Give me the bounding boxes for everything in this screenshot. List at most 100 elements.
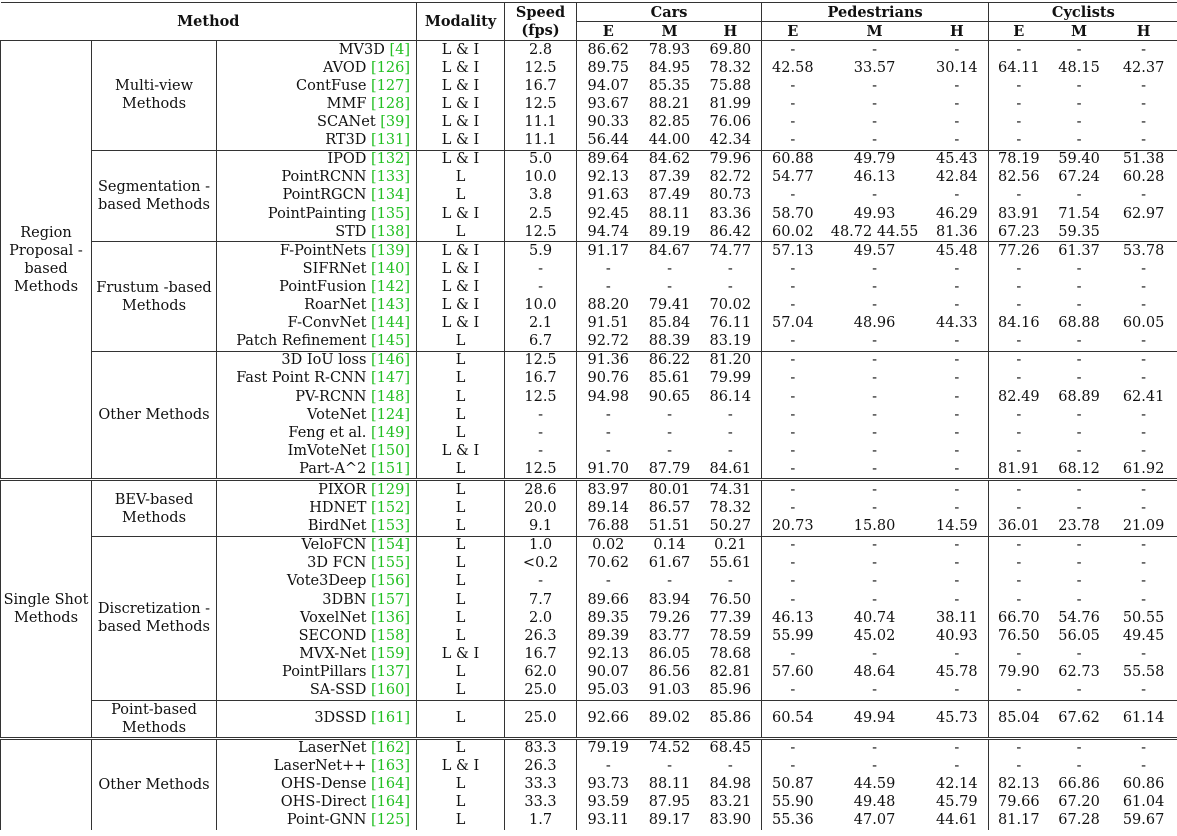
cars-value: 95.03 <box>587 682 630 699</box>
cyc-value: - <box>1141 682 1147 699</box>
citation-link[interactable]: [164] <box>371 794 411 811</box>
ped-value: - <box>823 350 926 370</box>
citation-link[interactable]: [124] <box>371 406 411 423</box>
cars-value: 92.13 <box>587 169 630 186</box>
citation-link[interactable]: [149] <box>371 424 411 441</box>
citation-link[interactable]: [137] <box>371 663 411 680</box>
cars-value: 44.00 <box>648 132 691 149</box>
citation-link[interactable]: [155] <box>371 555 411 572</box>
modality-cell: L & I <box>416 260 506 279</box>
citation-link[interactable]: [133] <box>371 169 411 186</box>
cars-value: - <box>605 260 611 277</box>
citation-link[interactable]: [4] <box>389 41 411 58</box>
cyc-value: 81.17 <box>998 812 1040 829</box>
cars-value: 89.75 <box>587 59 630 76</box>
citation-link[interactable]: [145] <box>371 333 411 350</box>
method-label: LaserNet++ <box>273 758 367 775</box>
citation-link[interactable]: [158] <box>371 627 411 644</box>
speed-cell: <0.2 <box>504 554 578 573</box>
citation-link[interactable]: [148] <box>371 388 411 405</box>
citation-link[interactable]: [159] <box>371 645 411 662</box>
citation-link[interactable]: [146] <box>371 352 411 369</box>
ped-value: 44.33 <box>925 314 990 333</box>
citation-link[interactable]: [126] <box>371 59 411 76</box>
citation-link[interactable]: [152] <box>371 500 411 517</box>
ped-value: 44.61 <box>925 811 990 831</box>
citation-link[interactable]: [138] <box>371 223 411 240</box>
citation-link[interactable]: [131] <box>371 132 411 149</box>
citation-link[interactable]: [136] <box>371 609 411 626</box>
citation-link[interactable]: [132] <box>371 151 411 168</box>
table-row: MVX-Net [159] L & I 16.7 92.13 86.05 78.68- - -… <box>1 645 1177 664</box>
modality-cell: L <box>416 223 506 242</box>
citation-link[interactable]: [143] <box>371 297 411 314</box>
group-cell: Segmentation -based Methods <box>91 149 217 242</box>
cyc-value: - <box>1016 758 1022 775</box>
citation-link[interactable]: [139] <box>371 242 411 259</box>
speed-cell: 33.3 <box>504 775 578 794</box>
cars-value: 70.62 <box>587 555 630 572</box>
method-label: Part-A^2 <box>299 460 367 477</box>
cars-value: - <box>699 442 763 461</box>
cyc-value: - <box>1141 77 1147 94</box>
method-label: AVOD <box>322 59 367 76</box>
cars-value: 77.39 <box>699 609 763 628</box>
ped-value: - <box>925 736 990 758</box>
citation-link[interactable]: [39] <box>380 114 411 131</box>
cyc-value: - <box>1048 736 1110 758</box>
ped-value: - <box>823 478 926 500</box>
cars-value: 88.20 <box>587 297 630 314</box>
citation-link[interactable]: [164] <box>371 776 411 793</box>
cars-value: 91.17 <box>576 241 640 261</box>
cyc-value: - <box>1016 370 1022 387</box>
citation-link[interactable]: [154] <box>371 537 411 554</box>
ped-value: - <box>790 370 796 387</box>
modality-cell: L <box>416 168 506 187</box>
ped-value: - <box>790 500 796 517</box>
cyc-value: 60.05 <box>1122 315 1165 332</box>
citation-link[interactable]: [147] <box>371 370 411 387</box>
citation-link[interactable]: [153] <box>371 518 411 535</box>
citation-link[interactable]: [128] <box>371 96 411 113</box>
citation-link[interactable]: [142] <box>371 278 411 295</box>
modality-cell: L & I <box>416 278 506 297</box>
ped-value: - <box>925 113 990 132</box>
table-row: PV-RCNN [148] L 12.5 94.98 90.65 86.14- - -82.4… <box>1 387 1177 407</box>
cyc-value: 68.12 <box>1058 460 1100 477</box>
group-cell: Other Methods <box>91 350 217 480</box>
citation-link[interactable]: [162] <box>371 740 411 757</box>
citation-link[interactable]: [129] <box>371 481 411 498</box>
ped-value: 42.84 <box>925 168 990 187</box>
citation-link[interactable]: [157] <box>371 591 411 608</box>
citation-link[interactable]: [160] <box>371 682 411 699</box>
citation-link[interactable]: [151] <box>371 460 411 477</box>
citation-link[interactable]: [135] <box>371 205 411 222</box>
method-label: HDNET <box>309 500 367 517</box>
cars-value: 87.95 <box>648 794 691 811</box>
citation-link[interactable]: [140] <box>371 260 411 277</box>
method-label: IPOD <box>327 151 367 168</box>
ped-value: 14.59 <box>925 517 990 537</box>
speed-cell: 16.7 <box>504 369 578 388</box>
citation-link[interactable]: [163] <box>371 758 411 775</box>
method-name: RT3D [131] <box>216 131 418 151</box>
header-ped-e: E <box>787 22 799 40</box>
ped-value: - <box>790 260 796 277</box>
modality-cell: L <box>416 369 506 388</box>
cars-value: 83.97 <box>576 478 640 500</box>
cyc-value: 67.24 <box>1058 169 1100 186</box>
citation-link[interactable]: [144] <box>371 315 411 332</box>
table-row: RT3D [131] L & I 11.1 56.44 44.00 42.34- - - - - - <box>1 131 1177 151</box>
cars-value: 93.59 <box>587 794 630 811</box>
citation-link[interactable]: [156] <box>371 573 411 590</box>
citation-link[interactable]: [134] <box>371 187 411 204</box>
ped-value: - <box>872 591 878 608</box>
cars-value: 91.51 <box>587 315 630 332</box>
citation-link[interactable]: [125] <box>371 812 411 829</box>
citation-link[interactable]: [150] <box>371 442 411 459</box>
citation-link[interactable]: [127] <box>371 77 411 94</box>
ped-value: - <box>925 424 990 443</box>
ped-value: - <box>925 350 990 370</box>
citation-link[interactable]: [161] <box>371 710 411 727</box>
cyc-value: - <box>1076 297 1082 314</box>
